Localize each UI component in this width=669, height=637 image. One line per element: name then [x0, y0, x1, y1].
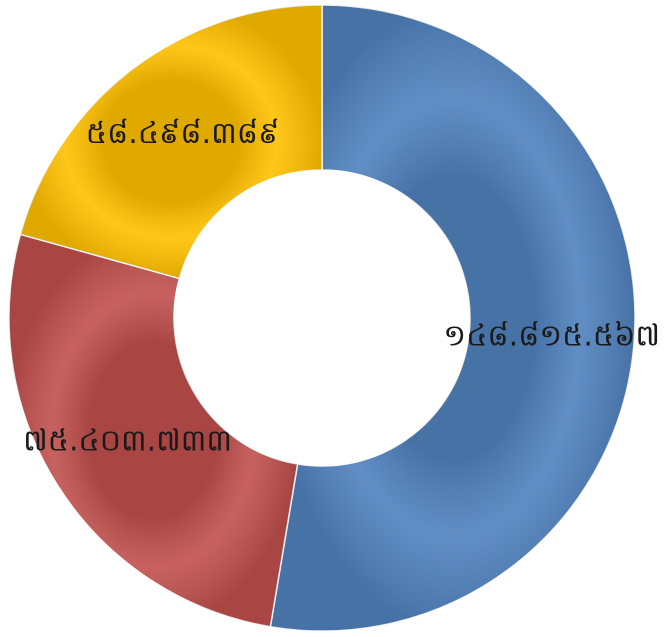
data-label: ៥៨.៤៩៨.៣៨៩	[86, 116, 279, 151]
data-label: ១៤៨.៨១៥.៥៦៧	[443, 319, 660, 354]
data-label: ៧៥.៤០៣.៧៣៣	[23, 423, 232, 458]
